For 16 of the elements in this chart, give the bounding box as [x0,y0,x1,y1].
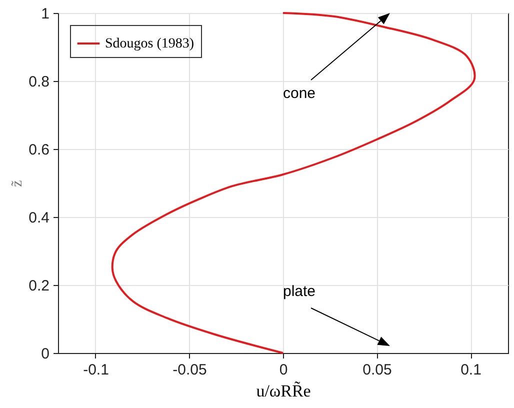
annotation: cone [283,85,316,102]
y-tick-label: 0 [41,346,50,362]
y-tick-label: 0.4 [28,210,50,226]
y-axis-title: z̃ [10,180,26,187]
y-tick-label: 0.6 [28,142,50,158]
x-tick-label: 0.05 [362,362,392,378]
x-tick-label: 0.1 [460,362,482,378]
x-tick-label: -0.1 [83,362,109,378]
x-axis-title: u/ωRR̃e [256,381,311,400]
x-tick-label: -0.05 [172,362,207,378]
x-tick-label: 0 [279,362,288,378]
y-tick-label: 0.2 [28,278,50,294]
y-tick-label: 0.8 [28,74,50,90]
y-tick-label: 1 [41,6,50,22]
legend-label: Sdougos (1983) [105,36,194,52]
annotation: plate [283,283,316,300]
